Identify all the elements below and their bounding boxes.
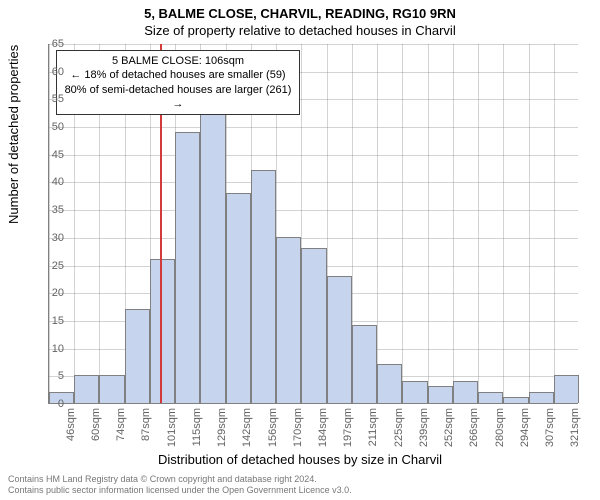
x-tick-label: 197sqm	[342, 408, 354, 447]
y-tick-label: 15	[52, 315, 64, 327]
histogram-bar	[503, 397, 528, 403]
chart-title: 5, BALME CLOSE, CHARVIL, READING, RG10 9…	[0, 0, 600, 21]
x-tick-label: 74sqm	[115, 408, 127, 441]
histogram-bar	[226, 193, 251, 403]
y-tick-label: 5	[58, 370, 64, 382]
chart-subtitle: Size of property relative to detached ho…	[0, 21, 600, 42]
footer-line2: Contains public sector information licen…	[8, 485, 352, 496]
histogram-bar	[175, 132, 200, 403]
y-tick-label: 60	[52, 66, 64, 78]
x-tick-label: 225sqm	[393, 408, 405, 447]
y-tick-label: 30	[52, 232, 64, 244]
x-tick-label: 156sqm	[267, 408, 279, 447]
x-tick-label: 129sqm	[216, 408, 228, 447]
x-tick-label: 321sqm	[569, 408, 581, 447]
x-tick-label: 87sqm	[140, 408, 152, 441]
annotation-line3: 80% of semi-detached houses are larger (…	[63, 83, 293, 112]
y-tick-label: 45	[52, 149, 64, 161]
x-tick-label: 211sqm	[367, 408, 379, 446]
histogram-bar	[529, 392, 554, 403]
y-tick-label: 35	[52, 204, 64, 216]
x-tick-label: 280sqm	[494, 408, 506, 447]
x-axis-label: Distribution of detached houses by size …	[0, 452, 600, 467]
x-tick-label: 239sqm	[418, 408, 430, 447]
histogram-bar	[276, 237, 301, 403]
x-tick-label: 101sqm	[166, 408, 178, 447]
x-tick-label: 307sqm	[544, 408, 556, 447]
histogram-bar	[301, 248, 326, 403]
x-tick-label: 60sqm	[90, 408, 102, 441]
histogram-bar	[554, 375, 579, 403]
x-tick-label: 294sqm	[519, 408, 531, 447]
histogram-bar	[99, 375, 124, 403]
histogram-bar	[150, 259, 175, 403]
histogram-bar	[402, 381, 427, 403]
x-tick-label: 46sqm	[65, 408, 77, 441]
histogram-bar	[428, 386, 453, 403]
x-tick-label: 115sqm	[191, 408, 203, 446]
chart-container: 5, BALME CLOSE, CHARVIL, READING, RG10 9…	[0, 0, 600, 500]
histogram-bar	[478, 392, 503, 403]
y-tick-label: 25	[52, 260, 64, 272]
annotation-line2: ← 18% of detached houses are smaller (59…	[63, 68, 293, 82]
histogram-bar	[125, 309, 150, 403]
x-tick-label: 170sqm	[292, 408, 304, 447]
annotation-box: 5 BALME CLOSE: 106sqm ← 18% of detached …	[56, 50, 300, 115]
histogram-bar	[352, 325, 377, 403]
x-tick-label: 252sqm	[443, 408, 455, 447]
x-tick-label: 184sqm	[317, 408, 329, 447]
annotation-line1: 5 BALME CLOSE: 106sqm	[63, 54, 293, 68]
footer-line1: Contains HM Land Registry data © Crown c…	[8, 474, 352, 485]
footer: Contains HM Land Registry data © Crown c…	[8, 474, 352, 496]
y-tick-label: 10	[52, 343, 64, 355]
y-tick-label: 65	[52, 38, 64, 50]
y-axis-label: Number of detached properties	[6, 45, 21, 224]
x-tick-label: 142sqm	[241, 408, 253, 447]
y-tick-label: 55	[52, 93, 64, 105]
histogram-bar	[200, 98, 225, 403]
y-tick-label: 50	[52, 121, 64, 133]
y-tick-label: 20	[52, 287, 64, 299]
histogram-bar	[327, 276, 352, 403]
histogram-bar	[377, 364, 402, 403]
x-tick-label: 266sqm	[468, 408, 480, 447]
histogram-bar	[453, 381, 478, 403]
y-tick-label: 40	[52, 176, 64, 188]
y-tick-label: 0	[58, 398, 64, 410]
histogram-bar	[74, 375, 99, 403]
histogram-bar	[251, 170, 276, 403]
